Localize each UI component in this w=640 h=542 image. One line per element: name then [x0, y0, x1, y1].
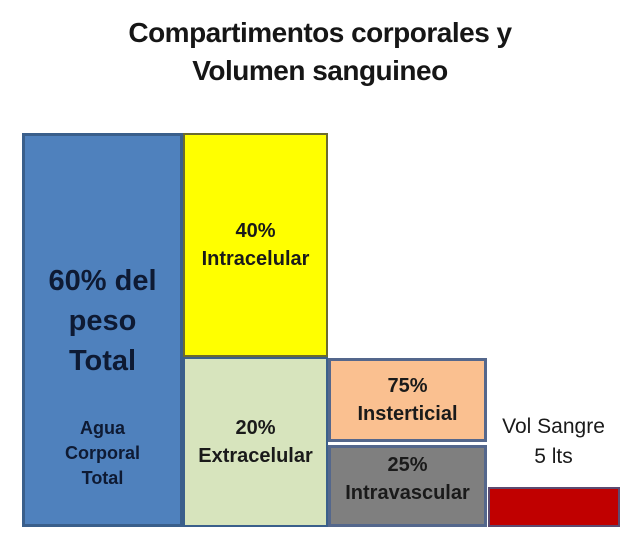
intracellular-label-line-1: 40%	[235, 220, 276, 242]
blood-volume-label: Vol Sangre 5 lts	[487, 412, 620, 472]
diagram-title-line-2: Volumen sanguineo	[192, 55, 448, 86]
blood-volume-label-line-1: Vol Sangre	[502, 415, 605, 438]
extracellular-label-line-1: 20%	[235, 417, 276, 439]
extracellular-label: 20% Extracelular	[185, 414, 326, 470]
total-body-water-sublabel-line-1: Agua	[80, 418, 125, 438]
intravascular-label-line-2: Intravascular	[345, 482, 470, 504]
diagram-title-line-1: Compartimentos corporales y	[128, 17, 512, 48]
blood-volume-box	[488, 487, 620, 527]
total-body-water-headline-line-3: Total	[68, 345, 137, 377]
total-body-water-sublabel-line-2: Corporal	[64, 443, 140, 463]
diagram-title: Compartimentos corporales y Volumen sang…	[0, 14, 640, 90]
intracellular-label: 40% Intracelular	[185, 217, 326, 273]
total-body-water-headline-line-1: 60% del	[48, 265, 157, 297]
blood-volume-label-line-2: 5 lts	[534, 445, 573, 468]
intravascular-label-line-1: 25%	[387, 454, 428, 476]
interstitial-label: 75% Insterticial	[331, 372, 484, 428]
intracellular-box: 40% Intracelular	[183, 133, 328, 357]
total-body-water-sublabel: Agua Corporal Total	[25, 416, 180, 491]
intravascular-label: 25% Intravascular	[331, 451, 484, 507]
total-body-water-headline-line-2: peso	[68, 305, 137, 337]
extracellular-box: 20% Extracelular	[183, 357, 328, 527]
total-body-water-headline: 60% del peso Total	[25, 261, 180, 381]
total-body-water-box: 60% del peso Total Agua Corporal Total	[22, 133, 183, 527]
interstitial-label-line-1: 75%	[387, 375, 428, 397]
interstitial-box: 75% Insterticial	[328, 358, 487, 442]
interstitial-label-line-2: Insterticial	[357, 403, 458, 425]
total-body-water-sublabel-line-3: Total	[81, 468, 124, 488]
intravascular-box: 25% Intravascular	[328, 445, 487, 527]
intracellular-label-line-2: Intracelular	[201, 248, 310, 270]
extracellular-label-line-2: Extracelular	[198, 445, 313, 467]
